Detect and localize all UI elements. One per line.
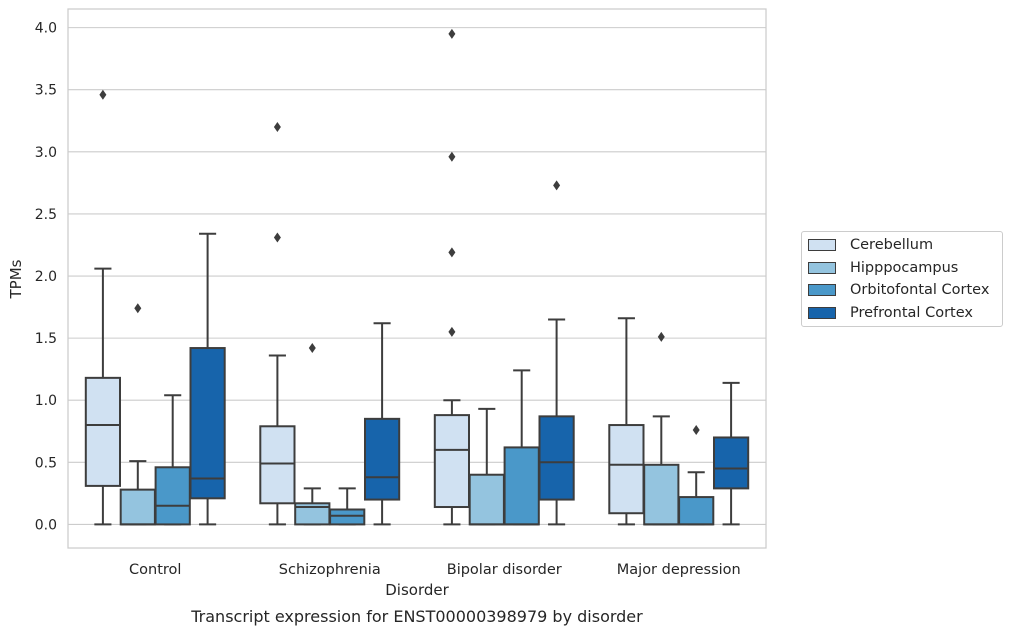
outlier-point	[448, 151, 456, 162]
box	[433, 414, 471, 509]
box-group	[468, 407, 505, 526]
outlier-point	[99, 89, 107, 100]
box	[678, 496, 715, 526]
box-group	[259, 121, 296, 526]
y-tick-label: 2.5	[35, 207, 57, 223]
y-tick-labels: 0.0 0.5 1.0 1.5 2.0 2.5 3.0 3.5 4.0	[35, 21, 57, 534]
box-group	[84, 89, 122, 526]
chart-caption: Transcript expression for ENST0000039897…	[190, 607, 643, 626]
legend-item-prefrontal-cortex: Prefrontal Cortex	[808, 303, 973, 323]
box	[363, 417, 401, 501]
y-axis-label: TPMs	[7, 259, 25, 299]
box	[468, 473, 505, 526]
y-tick-label: 0.5	[35, 455, 57, 471]
y-tick-label: 1.5	[35, 331, 57, 347]
legend-swatch-hippocampus	[808, 262, 836, 274]
box-group	[538, 180, 575, 526]
box-group	[433, 28, 471, 526]
outlier-point	[657, 331, 665, 342]
box-group	[154, 394, 191, 526]
box	[84, 376, 122, 487]
box-group	[119, 303, 156, 526]
legend-swatch-cerebellum	[808, 239, 836, 251]
box	[643, 463, 680, 526]
legend-item-cerebellum: Cerebellum	[808, 235, 933, 255]
outlier-point	[692, 425, 700, 436]
outlier-point	[273, 232, 281, 243]
box-group	[678, 425, 715, 526]
legend-item-hippocampus: Hipppocampus	[808, 258, 958, 278]
box	[154, 466, 191, 526]
legend-label-cerebellum: Cerebellum	[850, 237, 934, 253]
box-group	[503, 369, 540, 526]
box	[503, 446, 540, 526]
y-tick-label: 3.5	[35, 83, 57, 99]
box-group	[608, 317, 645, 526]
box	[608, 424, 645, 515]
box-group	[643, 331, 680, 526]
y-tick-label: 1.0	[35, 393, 57, 409]
legend-swatch-prefrontal-cortex	[808, 307, 836, 319]
boxes	[84, 28, 750, 526]
x-tick-label: Schizophrenia	[279, 562, 381, 578]
gridlines	[68, 27, 766, 525]
legend-swatch-orbitofrontal-cortex	[808, 284, 836, 296]
box	[259, 425, 296, 505]
plot-frame	[67, 8, 767, 549]
box-group	[294, 343, 331, 526]
box	[538, 415, 575, 501]
y-tick-label: 3.0	[35, 145, 57, 161]
outlier-point	[448, 28, 456, 39]
outlier-point	[553, 180, 561, 191]
outlier-point	[448, 247, 456, 258]
x-tick-label: Control	[129, 562, 181, 578]
legend-item-orbitofrontal-cortex: Orbitofontal Cortex	[808, 280, 989, 300]
legend: Cerebellum Hipppocampus Orbitofontal Cor…	[801, 231, 1003, 327]
box-group	[363, 322, 401, 526]
box	[712, 436, 750, 490]
box-group	[189, 232, 226, 526]
legend-label-prefrontal-cortex: Prefrontal Cortex	[850, 305, 973, 321]
outlier-point	[308, 343, 316, 354]
box-group	[712, 381, 750, 526]
legend-label-hippocampus: Hipppocampus	[850, 260, 959, 276]
outlier-point	[448, 326, 456, 337]
x-axis-label: Disorder	[385, 581, 449, 599]
x-tick-label: Bipolar disorder	[447, 562, 562, 578]
y-tick-label: 2.0	[35, 269, 57, 285]
box-group	[329, 487, 366, 526]
box	[189, 347, 226, 500]
y-tick-label: 4.0	[35, 21, 57, 37]
box	[119, 488, 156, 526]
box	[329, 508, 366, 526]
outlier-point	[134, 303, 142, 314]
x-tick-label: Major depression	[617, 562, 741, 578]
legend-label-orbitofrontal-cortex: Orbitofontal Cortex	[850, 282, 990, 298]
x-tick-labels: Control Schizophrenia Bipolar disorder Majo…	[129, 562, 741, 578]
y-tick-label: 0.0	[35, 517, 57, 533]
outlier-point	[273, 121, 281, 132]
